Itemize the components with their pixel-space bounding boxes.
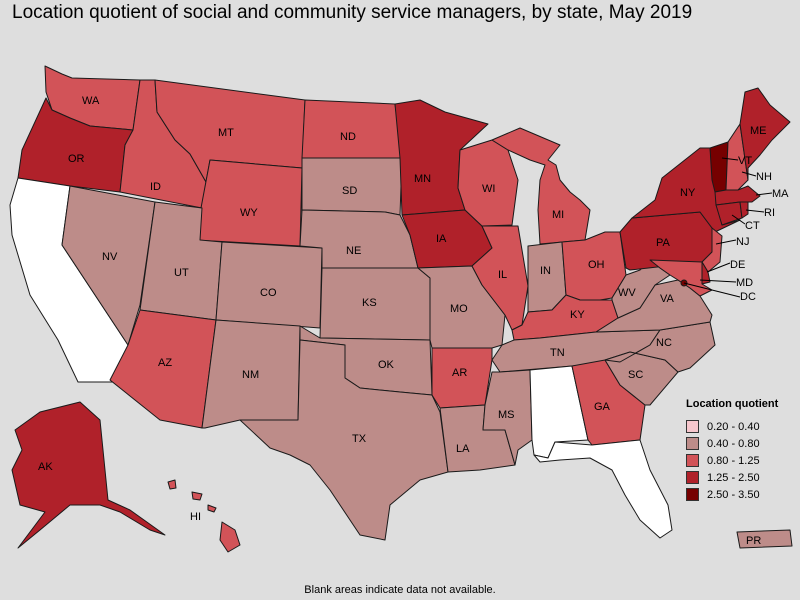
label-NC: NC bbox=[656, 337, 672, 349]
label-MS: MS bbox=[498, 409, 515, 421]
label-CT: CT bbox=[745, 220, 760, 232]
label-LA: LA bbox=[456, 443, 470, 455]
label-MT: MT bbox=[218, 127, 234, 139]
label-NV: NV bbox=[102, 251, 118, 263]
legend-swatch bbox=[686, 454, 699, 467]
legend-item: 2.50 - 3.50 bbox=[686, 486, 796, 503]
state-ND[interactable] bbox=[301, 99, 403, 159]
label-OR: OR bbox=[68, 153, 85, 165]
legend-swatch bbox=[686, 437, 699, 450]
label-VT: VT bbox=[738, 155, 752, 167]
state-NV[interactable] bbox=[61, 185, 156, 346]
label-PR: PR bbox=[746, 535, 761, 547]
label-MD: MD bbox=[736, 277, 753, 289]
label-HI: HI bbox=[190, 511, 201, 523]
state-MI[interactable] bbox=[491, 127, 591, 245]
label-NE: NE bbox=[346, 245, 361, 257]
label-TN: TN bbox=[550, 347, 565, 359]
label-NH: NH bbox=[756, 171, 772, 183]
legend-item: 0.80 - 1.25 bbox=[686, 452, 796, 469]
state-NH[interactable] bbox=[725, 123, 749, 191]
label-PA: PA bbox=[656, 237, 671, 249]
legend: Location quotient 0.20 - 0.40 0.40 - 0.8… bbox=[686, 398, 796, 503]
state-CO[interactable] bbox=[215, 241, 323, 329]
label-MN: MN bbox=[414, 173, 431, 185]
label-OK: OK bbox=[378, 359, 395, 371]
label-WV: WV bbox=[618, 287, 636, 299]
label-SC: SC bbox=[628, 369, 643, 381]
label-NJ: NJ bbox=[736, 236, 749, 248]
legend-label: 2.50 - 3.50 bbox=[707, 488, 760, 501]
label-MI: MI bbox=[552, 209, 564, 221]
legend-swatch bbox=[686, 471, 699, 484]
state-HI[interactable] bbox=[219, 521, 241, 553]
label-NM: NM bbox=[242, 369, 259, 381]
legend-item: 0.40 - 0.80 bbox=[686, 435, 796, 452]
label-ID: ID bbox=[150, 181, 161, 193]
label-KS: KS bbox=[362, 297, 377, 309]
state-MD[interactable] bbox=[649, 259, 713, 297]
state-HI-islands-2 bbox=[191, 491, 203, 501]
map-title: Location quotient of social and communit… bbox=[12, 2, 693, 23]
legend-item: 0.20 - 0.40 bbox=[686, 418, 796, 435]
state-WY[interactable] bbox=[194, 159, 303, 247]
label-AK: AK bbox=[38, 461, 53, 473]
label-UT: UT bbox=[174, 267, 189, 279]
label-IN: IN bbox=[540, 265, 551, 277]
label-RI: RI bbox=[764, 207, 775, 219]
label-ME: ME bbox=[750, 125, 767, 137]
legend-swatch bbox=[686, 488, 699, 501]
legend-label: 1.25 - 2.50 bbox=[707, 471, 760, 484]
label-WA: WA bbox=[82, 95, 100, 107]
legend-title: Location quotient bbox=[686, 398, 779, 410]
state-RI[interactable] bbox=[739, 201, 749, 219]
state-FL[interactable] bbox=[533, 439, 673, 539]
label-MO: MO bbox=[450, 303, 468, 315]
label-IA: IA bbox=[436, 233, 447, 245]
label-OH: OH bbox=[588, 259, 605, 271]
legend-item: 1.25 - 2.50 bbox=[686, 469, 796, 486]
legend-label: 0.80 - 1.25 bbox=[707, 454, 760, 467]
state-PR[interactable] bbox=[736, 529, 793, 549]
state-IL[interactable] bbox=[471, 225, 529, 331]
label-WY: WY bbox=[240, 207, 258, 219]
label-MA: MA bbox=[772, 188, 789, 200]
legend-label: 0.40 - 0.80 bbox=[707, 437, 760, 450]
label-IL: IL bbox=[498, 269, 507, 281]
legend-label: 0.20 - 0.40 bbox=[707, 420, 760, 433]
state-AK[interactable] bbox=[11, 401, 166, 549]
state-NC[interactable] bbox=[604, 321, 716, 373]
label-CO: CO bbox=[260, 287, 277, 299]
state-HI-islands-3 bbox=[207, 504, 217, 513]
label-KY: KY bbox=[570, 309, 585, 321]
label-AZ: AZ bbox=[158, 357, 172, 369]
label-DC: DC bbox=[740, 291, 756, 303]
state-TX[interactable] bbox=[239, 339, 449, 541]
label-DE: DE bbox=[730, 259, 745, 271]
footnote: Blank areas indicate data not available. bbox=[304, 584, 496, 596]
label-NY: NY bbox=[680, 187, 696, 199]
state-HI-islands bbox=[167, 479, 177, 490]
label-GA: GA bbox=[594, 401, 611, 413]
state-MS[interactable] bbox=[482, 369, 533, 466]
label-TX: TX bbox=[352, 433, 367, 445]
label-ND: ND bbox=[340, 131, 356, 143]
label-VA: VA bbox=[660, 293, 675, 305]
label-WI: WI bbox=[482, 183, 495, 195]
legend-swatch bbox=[686, 420, 699, 433]
label-AR: AR bbox=[452, 367, 467, 379]
state-VT[interactable] bbox=[709, 141, 729, 193]
label-SD: SD bbox=[342, 185, 357, 197]
